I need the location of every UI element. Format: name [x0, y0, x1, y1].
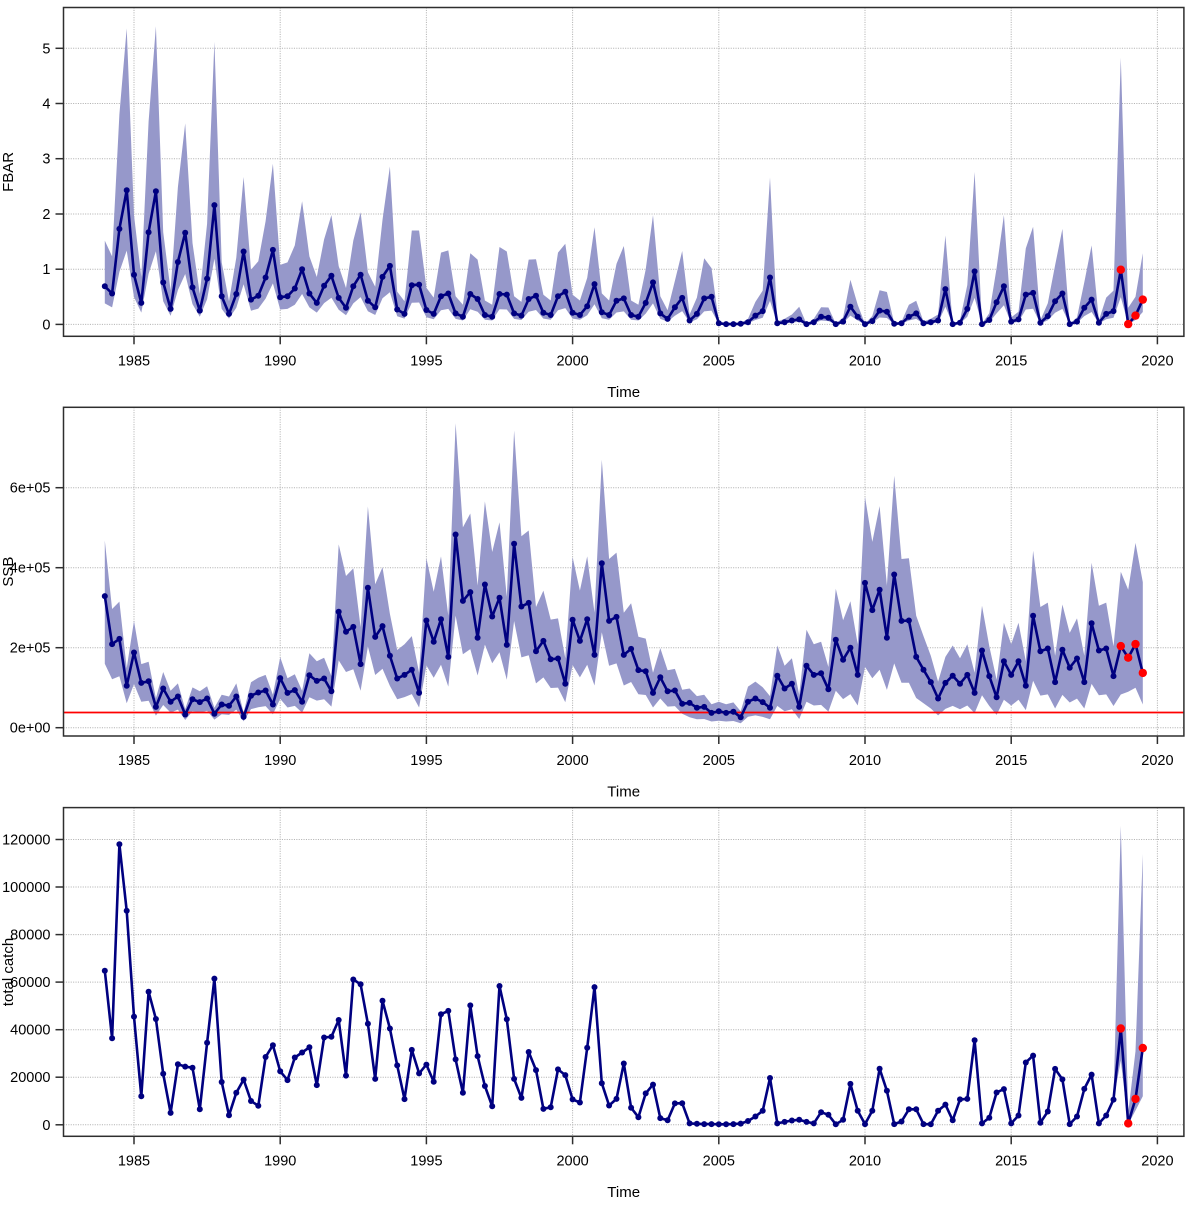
svg-text:6e+05: 6e+05 [10, 481, 51, 497]
svg-text:4e+05: 4e+05 [10, 561, 51, 577]
svg-text:5: 5 [42, 41, 50, 57]
svg-text:2005: 2005 [703, 353, 735, 369]
svg-text:2015: 2015 [995, 753, 1027, 769]
svg-text:total catch: total catch [0, 938, 17, 1006]
svg-text:2000: 2000 [556, 753, 588, 769]
svg-text:60000: 60000 [10, 975, 50, 991]
svg-text:1995: 1995 [410, 753, 442, 769]
svg-text:4: 4 [42, 97, 50, 113]
svg-text:2000: 2000 [556, 353, 588, 369]
svg-text:1985: 1985 [118, 753, 150, 769]
svg-text:1990: 1990 [264, 1153, 296, 1169]
svg-text:1995: 1995 [410, 353, 442, 369]
svg-text:Time: Time [607, 1184, 640, 1200]
svg-text:120000: 120000 [2, 833, 50, 849]
svg-text:2020: 2020 [1141, 753, 1173, 769]
svg-text:Time: Time [607, 384, 640, 401]
svg-text:2: 2 [42, 207, 50, 223]
svg-text:2010: 2010 [849, 753, 881, 769]
svg-text:80000: 80000 [10, 928, 50, 944]
svg-text:1990: 1990 [264, 753, 296, 769]
svg-text:20000: 20000 [10, 1070, 50, 1086]
svg-text:Time: Time [607, 784, 640, 801]
svg-text:100000: 100000 [2, 880, 50, 896]
svg-text:1995: 1995 [410, 1153, 442, 1169]
svg-text:2005: 2005 [703, 753, 735, 769]
svg-text:1990: 1990 [264, 353, 296, 369]
svg-text:2015: 2015 [995, 353, 1027, 369]
svg-text:1985: 1985 [118, 353, 150, 369]
svg-text:0: 0 [42, 317, 50, 333]
svg-text:2015: 2015 [995, 1153, 1027, 1169]
svg-text:1985: 1985 [118, 1153, 150, 1169]
svg-text:0e+00: 0e+00 [10, 721, 51, 737]
svg-text:2010: 2010 [849, 1153, 881, 1169]
svg-text:3: 3 [42, 152, 50, 168]
svg-text:2e+05: 2e+05 [10, 641, 51, 657]
svg-text:SSB: SSB [0, 557, 17, 587]
svg-text:1: 1 [42, 262, 50, 278]
svg-text:2020: 2020 [1141, 1153, 1173, 1169]
svg-text:2020: 2020 [1141, 353, 1173, 369]
svg-text:2010: 2010 [849, 353, 881, 369]
svg-text:40000: 40000 [10, 1023, 50, 1039]
svg-text:2000: 2000 [556, 1153, 588, 1169]
svg-text:2005: 2005 [703, 1153, 735, 1169]
svg-text:FBAR: FBAR [0, 152, 17, 192]
svg-text:0: 0 [42, 1118, 50, 1134]
